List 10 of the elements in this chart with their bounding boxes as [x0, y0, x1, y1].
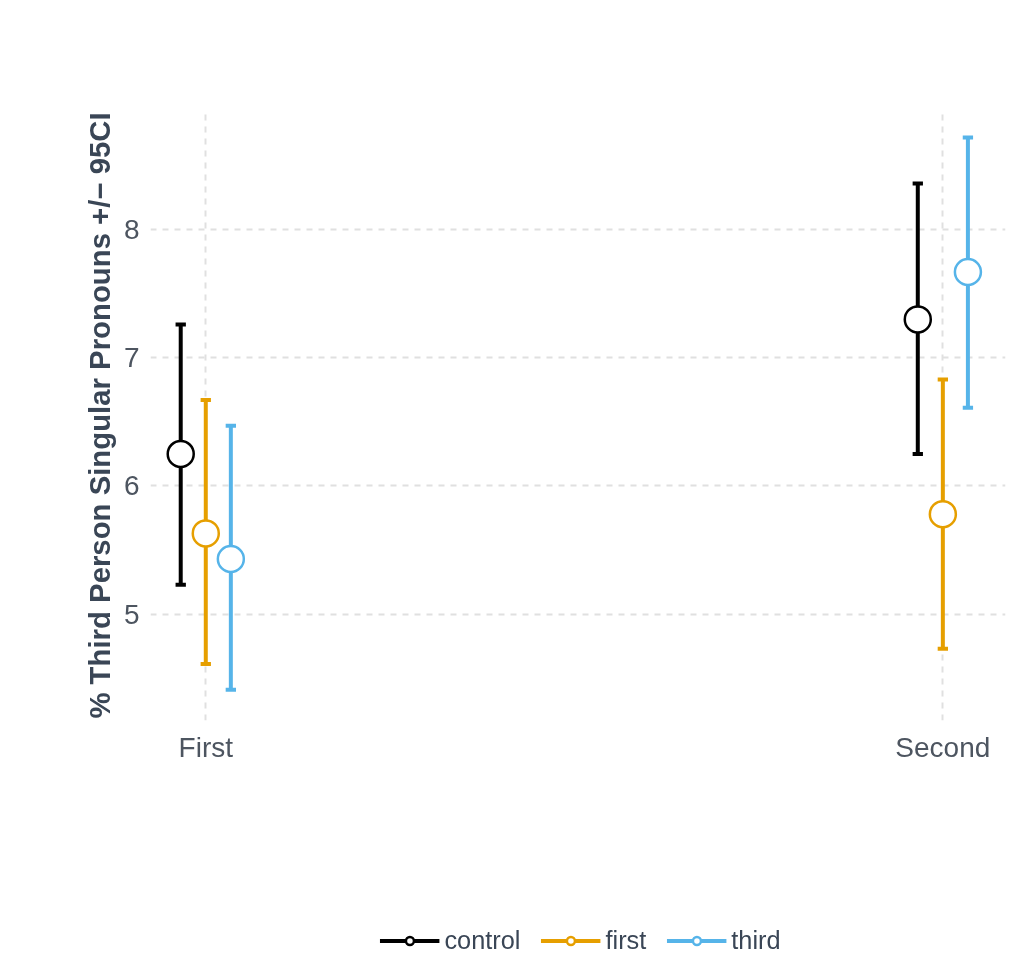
legend-label: third	[731, 925, 781, 955]
y-tick-label: 7	[123, 342, 140, 374]
x-tick-label: First	[178, 731, 234, 763]
y-tick-label: 5	[123, 598, 140, 630]
y-tick-label: 6	[123, 470, 140, 502]
y-axis-title: % Third Person Singular Pronouns +/− 95CI	[82, 112, 116, 719]
legend-label: control	[444, 925, 521, 955]
y-tick-label: 8	[123, 214, 140, 246]
x-tick-label: Second	[895, 731, 991, 763]
legend-label: first	[605, 925, 647, 955]
